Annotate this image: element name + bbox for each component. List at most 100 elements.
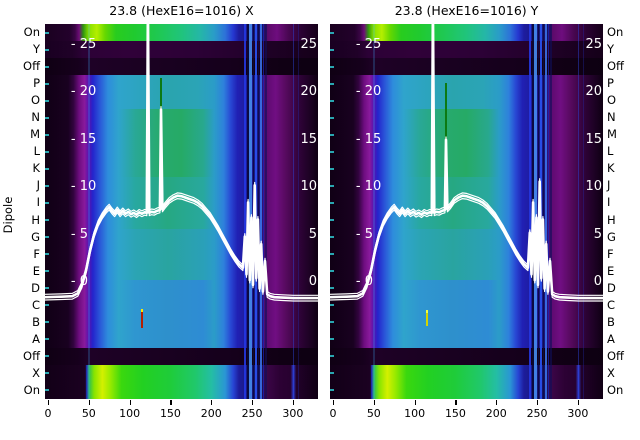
row-label-left-a: A [32,331,40,346]
row-label-right-b: B [607,314,615,329]
inner-ytick-left: - 0 [355,274,374,289]
row-tick-mark [45,184,49,187]
row-tick-mark [330,321,334,324]
row-tick-mark [45,31,49,34]
row-tick-mark [45,116,49,119]
x-tick-label: 200 [200,407,222,420]
inner-ytick-left: - 25 [355,37,382,52]
row-tick-mark [45,82,49,85]
row-label-left-g: G [31,229,40,244]
x-tick-mark [455,400,457,405]
row-label-right-l: L [607,144,614,159]
inner-ytick-right: 15 [300,131,317,147]
row-tick-mark [330,304,334,307]
inner-ytick-right: 10 [300,179,317,195]
vertical-stripe [249,24,252,399]
row-tick-mark [45,133,49,136]
row-tick-mark [330,219,334,222]
inner-ytick-left: - 15 [355,131,382,147]
inner-ytick-left: - 20 [355,84,382,100]
x-tick-label: 0 [329,407,337,420]
x-tick-mark [211,400,213,405]
row-label-left-x: X [32,365,40,380]
row-label-left-o: O [30,93,40,108]
event-mark-cap [426,310,429,313]
signal-trace [330,24,603,302]
vertical-stripe [542,24,545,399]
row-tick-mark [330,167,334,170]
row-label-left-n: N [31,110,40,125]
row-tick-mark [330,65,334,68]
x-tick-label: 200 [485,407,507,420]
row-tick-mark [45,99,49,102]
vertical-stripe [88,24,90,399]
x-tick-mark [496,400,498,405]
row-label-right-d: D [607,280,616,295]
row-tick-mark [330,31,334,34]
x-tick-mark [373,400,375,405]
row-tick-mark [330,116,334,119]
signal-trace [45,24,318,302]
row-label-right-e: E [607,263,615,278]
vertical-stripe [292,24,295,399]
vertical-stripe [577,24,580,399]
x-tick-label: 0 [44,407,52,420]
row-label-right-i: I [607,195,611,210]
row-tick-mark [45,304,49,307]
row-label-right-y: Y [607,42,615,57]
event-mark [141,309,144,329]
row-label-left-e: E [32,263,40,278]
row-label-left-on: On [23,25,40,39]
inner-ytick-right: 20 [300,84,317,100]
event-mark [426,310,429,326]
signal-trace [330,24,603,300]
row-label-left-off: Off [23,348,40,363]
row-label-right-on: On [607,382,624,397]
row-tick-mark [330,82,334,85]
vertical-stripe [373,24,375,399]
row-label-right-h: H [607,212,616,227]
signal-trace-svg [330,24,603,302]
row-tick-mark [45,372,49,375]
row-tick-mark [45,338,49,341]
row-label-left-m: M [30,127,40,142]
heatmap-panel-y: - 25 25 - 20 20 - 15 15 - 10 10 - 5 5 - 0 0 [330,24,603,399]
row-label-left-h: H [31,212,40,227]
row-label-right-o: O [607,93,617,108]
vertical-stripe [544,24,547,399]
row-label-left-l: L [33,144,40,159]
row-label-right-off: Off [607,348,624,363]
row-label-left-d: D [31,280,40,295]
row-label-right-j: J [607,178,611,193]
x-tick-label: 100 [119,407,141,420]
inner-ytick-left: - 0 [70,274,89,289]
x-tick-label: 150 [159,407,181,420]
x-tick-label: 250 [526,407,548,420]
row-label-right-g: G [607,229,616,244]
row-label-right-n: N [607,110,616,125]
row-tick-mark [45,201,49,204]
inner-ytick-right: 5 [308,226,317,242]
vertical-stripe [297,24,299,399]
row-tick-mark [330,236,334,239]
x-tick-mark [414,400,416,405]
row-label-right-m: M [607,127,617,142]
row-tick-mark [330,48,334,51]
row-label-right-f: F [607,246,614,261]
x-tick-mark [129,400,131,405]
row-tick-mark [45,287,49,290]
row-tick-mark [330,287,334,290]
event-mark-cap [141,309,144,312]
heatmap-panel-x: - 25 25 - 20 20 - 15 15 - 10 10 - 5 5 - 0 0 [45,24,318,399]
inner-ytick-right: 0 [593,274,602,289]
inner-ytick-right: 25 [585,37,602,52]
row-tick-mark [45,253,49,256]
inner-ytick-right: 15 [585,131,602,147]
row-tick-mark [330,338,334,341]
x-tick-label: 50 [366,407,381,420]
inner-ytick-left: - 5 [355,226,374,242]
signal-trace-svg [45,24,318,302]
row-label-left-p: P [33,76,40,91]
inner-ytick-left: - 20 [70,84,97,100]
row-label-left-c: C [31,297,40,312]
